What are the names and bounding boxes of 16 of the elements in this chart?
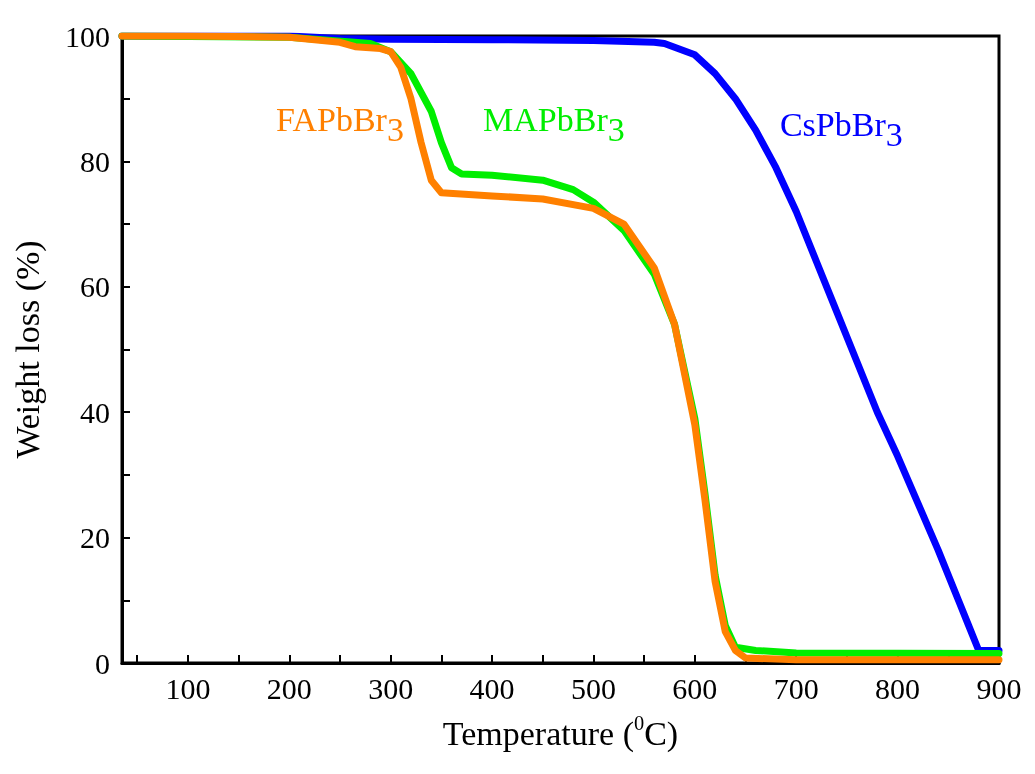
y-tick-label: 0 (95, 646, 110, 680)
y-tick-label: 40 (80, 395, 110, 429)
y-tick-label: 20 (80, 521, 110, 555)
x-tick-label: 200 (266, 671, 312, 705)
x-tick-label: 300 (368, 671, 414, 705)
x-tick-label: 500 (570, 671, 616, 705)
x-tick-label: 600 (672, 671, 718, 705)
x-tick-label: 400 (469, 671, 515, 705)
x-tick-label: 900 (976, 671, 1022, 705)
y-tick-label: 100 (65, 19, 110, 53)
y-tick-label: 60 (80, 270, 110, 304)
x-tick-label: 700 (773, 671, 819, 705)
y-tick-label: 80 (80, 144, 110, 178)
x-tick-label: 800 (875, 671, 921, 705)
x-tick-label: 100 (165, 671, 211, 705)
y-axis-title: Weight loss (%) (8, 240, 47, 459)
